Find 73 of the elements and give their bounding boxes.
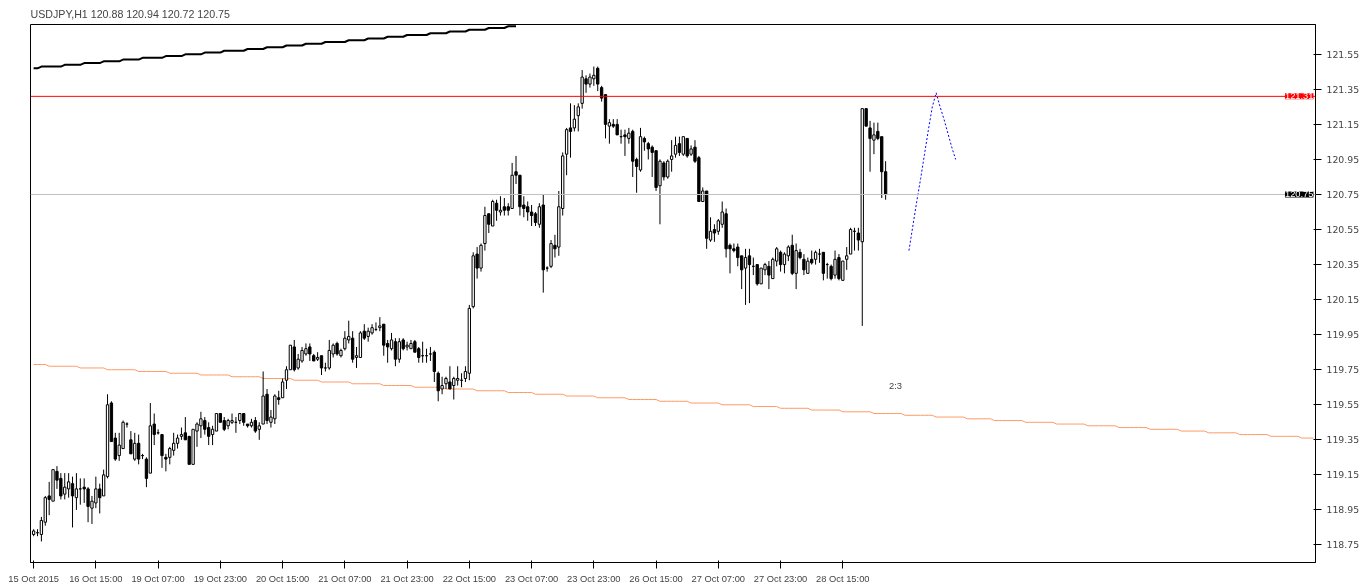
candlestick <box>526 201 530 222</box>
candlestick <box>74 472 79 511</box>
candlestick <box>572 104 577 132</box>
candlestick <box>273 393 277 425</box>
y-tick-label: 119.15 <box>1326 469 1360 481</box>
y-tick-label: 120.95 <box>1326 153 1360 165</box>
candlestick <box>70 476 75 528</box>
candlestick <box>837 253 841 281</box>
candlestick <box>778 250 783 273</box>
candlestick <box>397 337 401 364</box>
candlestick <box>794 243 798 290</box>
candlestick <box>568 102 573 159</box>
candlestick <box>66 472 71 499</box>
x-tick-label: 20 Oct 15:00 <box>255 573 310 584</box>
candlestick <box>63 472 67 500</box>
y-tick-label: 121.35 <box>1326 83 1360 95</box>
y-tick-label: 121.15 <box>1326 118 1360 130</box>
candlestick <box>136 434 141 465</box>
x-tick-label: 28 Oct 15:00 <box>816 573 870 584</box>
candlestick <box>405 341 409 351</box>
candlestick <box>133 432 137 462</box>
x-tick-label: 23 Oct 23:00 <box>567 573 621 584</box>
x-tick-label: 27 Oct 23:00 <box>753 573 808 584</box>
candlestick <box>681 136 685 157</box>
chart-title: USDJPY,H1 120.88 120.94 120.72 120.75 <box>30 7 231 20</box>
y-tick-label: 119.75 <box>1326 364 1360 376</box>
candlestick <box>623 129 627 157</box>
y-tick-label: 118.75 <box>1326 539 1360 551</box>
y-tick-label: 121.55 <box>1326 48 1360 60</box>
candlestick <box>207 421 211 446</box>
y-tick-label: 120.35 <box>1326 259 1360 271</box>
x-tick-label: 22 Oct 15:00 <box>442 573 497 584</box>
candlestick <box>280 377 285 399</box>
y-tick-label: 119.35 <box>1326 434 1360 446</box>
x-tick-label: 23 Oct 07:00 <box>504 573 559 584</box>
candlestick <box>736 243 740 267</box>
x-tick-label: 21 Oct 07:00 <box>318 573 372 584</box>
y-tick-label: 119.95 <box>1326 329 1360 341</box>
candlestick <box>767 260 771 290</box>
candlestick <box>821 251 826 281</box>
x-tick-label: 19 Oct 07:00 <box>131 573 185 584</box>
ref-line-label: 121.31 <box>1284 91 1314 102</box>
candlestick <box>456 365 460 386</box>
annotation: 2:3 <box>889 380 902 391</box>
candlestick <box>292 339 296 372</box>
y-tick-label: 120.75 <box>1326 188 1360 200</box>
y-tick-label: 118.95 <box>1326 504 1360 516</box>
x-tick-label: 26 Oct 15:00 <box>629 573 683 584</box>
candlestick <box>549 239 553 269</box>
candlestick <box>677 136 682 157</box>
candlestick <box>350 330 355 364</box>
y-tick-label: 120.15 <box>1326 294 1360 306</box>
candlestick <box>743 248 748 306</box>
y-tick-label: 119.55 <box>1326 399 1360 411</box>
line-series <box>908 92 957 252</box>
candlestick <box>596 66 600 92</box>
candlestick <box>592 66 596 87</box>
x-tick-label: 16 Oct 15:00 <box>69 573 123 584</box>
candlestick <box>393 337 398 367</box>
candlestick <box>685 137 689 159</box>
ref-line-label: 120.75 <box>1284 189 1314 200</box>
x-tick-label: 19 Oct 23:00 <box>193 573 248 584</box>
x-tick-label: 21 Oct 23:00 <box>380 573 434 584</box>
candlestick <box>673 136 678 159</box>
candlestick <box>802 253 806 276</box>
candlestick <box>172 432 176 457</box>
x-tick-label: 15 Oct 2015 <box>8 573 60 584</box>
candlestick <box>440 376 444 395</box>
y-tick-label: 120.55 <box>1326 224 1360 236</box>
candlestick <box>833 250 837 280</box>
candlestick <box>327 339 331 371</box>
x-tick-label: 27 Oct 07:00 <box>691 573 746 584</box>
line-series <box>33 363 1315 439</box>
